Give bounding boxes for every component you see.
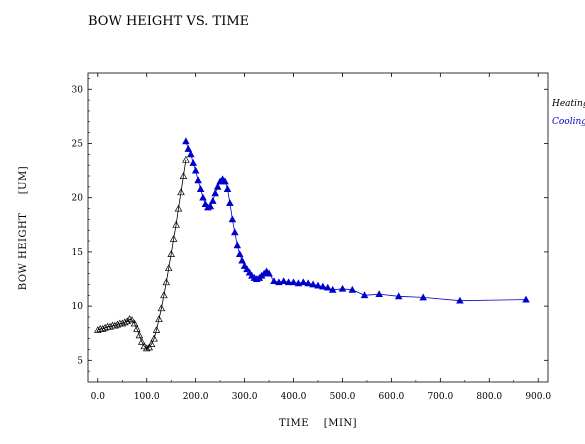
data-point-cooling <box>209 196 217 204</box>
data-point-cooling <box>279 277 288 285</box>
data-point-cooling <box>289 278 298 286</box>
data-point-heating <box>138 337 146 345</box>
data-point-heating <box>130 319 139 327</box>
data-point-heating <box>128 316 136 324</box>
y-tick-label: 20 <box>72 194 84 204</box>
data-series <box>94 137 530 352</box>
x-tick-label: 200.0 <box>183 392 209 402</box>
data-point-heating <box>164 264 173 272</box>
y-tick-label: 15 <box>72 248 84 258</box>
y-tick-label: 25 <box>72 139 84 149</box>
x-tick-label: 100.0 <box>134 392 160 402</box>
data-point-cooling <box>338 284 347 292</box>
data-point-cooling <box>191 166 200 174</box>
data-point-heating <box>152 326 161 333</box>
data-point-cooling <box>299 278 308 286</box>
data-point-cooling <box>231 228 239 236</box>
data-point-heating <box>172 220 180 228</box>
data-point-cooling <box>270 277 278 285</box>
data-point-heating <box>160 291 168 299</box>
data-point-heating <box>157 304 166 312</box>
data-point-heating <box>182 155 190 163</box>
data-point-heating <box>179 172 188 179</box>
data-point-cooling <box>375 290 383 298</box>
x-tick-label: 600.0 <box>379 392 405 402</box>
x-tick-label: 700.0 <box>427 392 453 402</box>
data-point-heating <box>111 321 119 329</box>
data-point-cooling <box>228 215 237 223</box>
data-point-heating <box>94 326 102 333</box>
data-point-cooling <box>182 137 190 145</box>
y-tick-label: 5 <box>77 356 83 366</box>
data-point-heating <box>162 278 171 286</box>
x-axis-label: TIME [MIN] <box>279 418 357 429</box>
data-point-heating <box>174 204 183 212</box>
legend-cooling: Cooling <box>552 117 585 127</box>
data-point-cooling <box>194 176 202 184</box>
data-point-cooling <box>360 291 369 299</box>
data-point-heating <box>147 340 156 347</box>
data-point-cooling <box>211 189 219 197</box>
data-point-cooling <box>221 177 229 185</box>
data-point-heating <box>98 324 107 332</box>
legend-heating: Heating <box>551 99 585 109</box>
y-tick-label: 30 <box>72 85 84 95</box>
data-point-heating <box>167 250 175 257</box>
data-point-heating <box>169 234 178 242</box>
data-point-cooling <box>314 281 322 289</box>
data-point-heating <box>145 343 153 351</box>
data-point-heating <box>177 188 185 196</box>
y-tick-label: 10 <box>72 302 84 312</box>
data-point-cooling <box>213 182 222 190</box>
chart-title: BOW HEIGHT VS. TIME <box>88 14 249 29</box>
data-point-cooling <box>235 250 244 257</box>
data-point-heating <box>101 323 109 331</box>
data-point-cooling <box>394 292 403 300</box>
data-point-cooling <box>456 296 464 304</box>
data-point-cooling <box>189 159 197 166</box>
data-point-heating <box>113 320 122 328</box>
data-point-cooling <box>324 283 332 291</box>
data-point-heating <box>135 331 144 339</box>
data-point-cooling <box>328 285 337 293</box>
data-point-heating <box>150 334 158 342</box>
x-tick-label: 400.0 <box>281 392 307 402</box>
x-tick-label: 800.0 <box>476 392 502 402</box>
data-point-heating <box>123 317 131 325</box>
x-tick-label: 300.0 <box>232 392 258 402</box>
data-point-cooling <box>184 144 193 152</box>
data-point-cooling <box>309 280 317 288</box>
data-point-cooling <box>223 185 232 192</box>
data-point-cooling <box>238 256 246 264</box>
data-point-cooling <box>196 185 205 192</box>
data-point-cooling <box>284 278 293 286</box>
data-point-cooling <box>233 241 242 249</box>
data-point-cooling <box>522 295 530 303</box>
x-tick-label: 900.0 <box>525 392 551 402</box>
plot-frame <box>87 72 549 383</box>
series-line-cooling <box>185 141 527 302</box>
data-point-cooling <box>265 269 273 277</box>
data-point-heating <box>142 344 151 352</box>
data-point-cooling <box>348 285 357 293</box>
data-point-cooling <box>304 279 312 287</box>
data-point-cooling <box>206 202 215 210</box>
x-tick-label: 500.0 <box>330 392 356 402</box>
data-point-cooling <box>199 193 207 201</box>
data-point-heating <box>155 315 163 323</box>
data-point-cooling <box>187 150 195 158</box>
data-point-heating <box>133 324 141 332</box>
axis-ticks: 0.0 100.0 200.0 300.0 400.0 500.0 600.0 700.0 80… <box>72 73 551 402</box>
series-line-heating <box>97 159 187 349</box>
data-point-cooling <box>226 199 234 207</box>
x-tick-label: 0.0 <box>91 392 106 402</box>
data-point-cooling <box>419 293 427 301</box>
y-axis-label: BOW HEIGHT [UM] <box>18 166 29 290</box>
data-point-cooling <box>319 282 327 290</box>
data-point-heating <box>106 322 114 330</box>
